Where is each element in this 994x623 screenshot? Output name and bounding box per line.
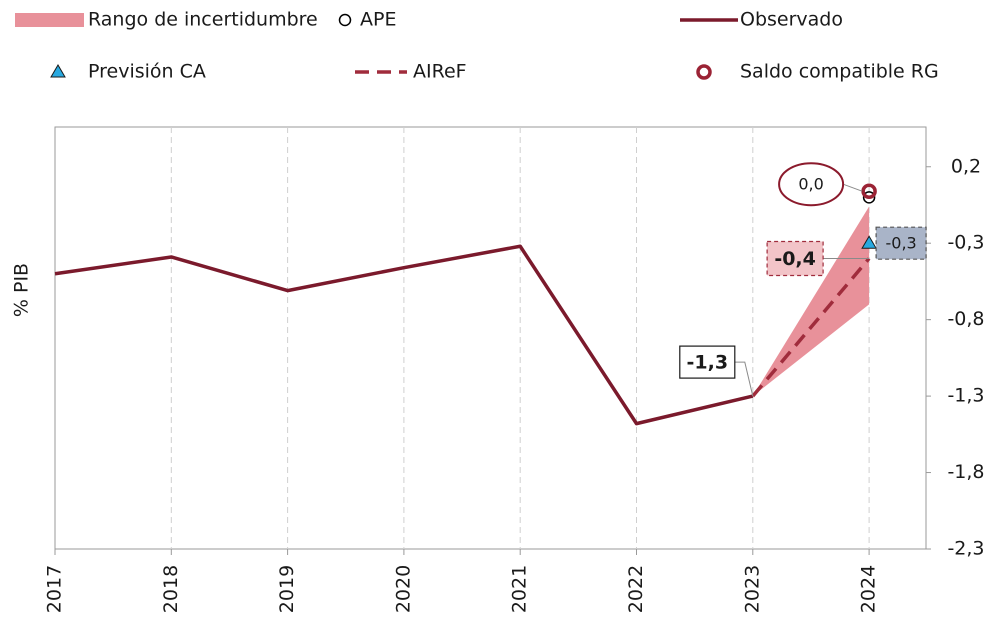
legend-label: Observado — [740, 9, 843, 31]
y-tick-label: 0,2 — [951, 155, 981, 177]
x-tick-label: 2021 — [509, 565, 531, 613]
x-tick-label: 2017 — [44, 565, 66, 613]
label-box — [766, 240, 824, 277]
uncertainty-band — [752, 206, 870, 397]
y-axis-label: % PIB — [11, 263, 33, 317]
forecast-line — [751, 257, 871, 398]
legend-entry: AIReF — [355, 61, 467, 83]
leader-line — [842, 183, 863, 192]
x-tick-label: 2019 — [276, 565, 298, 613]
y-tick-label: -1,8 — [947, 461, 984, 483]
x-tick-label: 2023 — [741, 565, 763, 613]
legend-swatch — [338, 13, 352, 27]
legend-label: AIReF — [413, 61, 467, 83]
label-box — [778, 162, 845, 207]
legend-swatch — [15, 13, 84, 27]
rg-marker — [861, 183, 877, 199]
plot-frame — [54, 126, 927, 550]
legend-swatch — [696, 64, 712, 80]
legend-label: Rango de incertidumbre — [88, 9, 318, 31]
legend-swatch — [50, 64, 66, 78]
label-box — [875, 226, 927, 260]
data-label: -0,4 — [774, 248, 816, 270]
ca-marker — [861, 235, 877, 249]
y-tick-label: -0,3 — [947, 232, 984, 254]
legend-entry: Saldo compatible RG — [696, 61, 939, 83]
x-tick-label: 2022 — [625, 565, 647, 613]
data-label: 0,0 — [798, 175, 823, 194]
legend-entry: Previsión CA — [50, 61, 206, 83]
x-tick-label: 2018 — [160, 565, 182, 613]
y-tick-label: -1,3 — [947, 385, 984, 407]
data-label: -0,3 — [885, 234, 916, 253]
legend-entry: Observado — [680, 9, 843, 31]
legend-label: Previsión CA — [88, 61, 206, 83]
legend-label: Saldo compatible RG — [740, 61, 939, 83]
data-label: -1,3 — [687, 352, 729, 374]
leader-line — [734, 361, 754, 397]
legend-entry: Rango de incertidumbre — [15, 9, 318, 31]
x-tick-label: 2024 — [858, 565, 880, 613]
legend-label: APE — [360, 9, 396, 31]
label-box — [679, 345, 736, 379]
legend-entry: APE — [338, 9, 396, 31]
observed-line — [54, 244, 754, 426]
x-tick-label: 2020 — [392, 565, 414, 613]
y-tick-label: -0,8 — [947, 308, 984, 330]
y-tick-label: -2,3 — [947, 538, 984, 560]
